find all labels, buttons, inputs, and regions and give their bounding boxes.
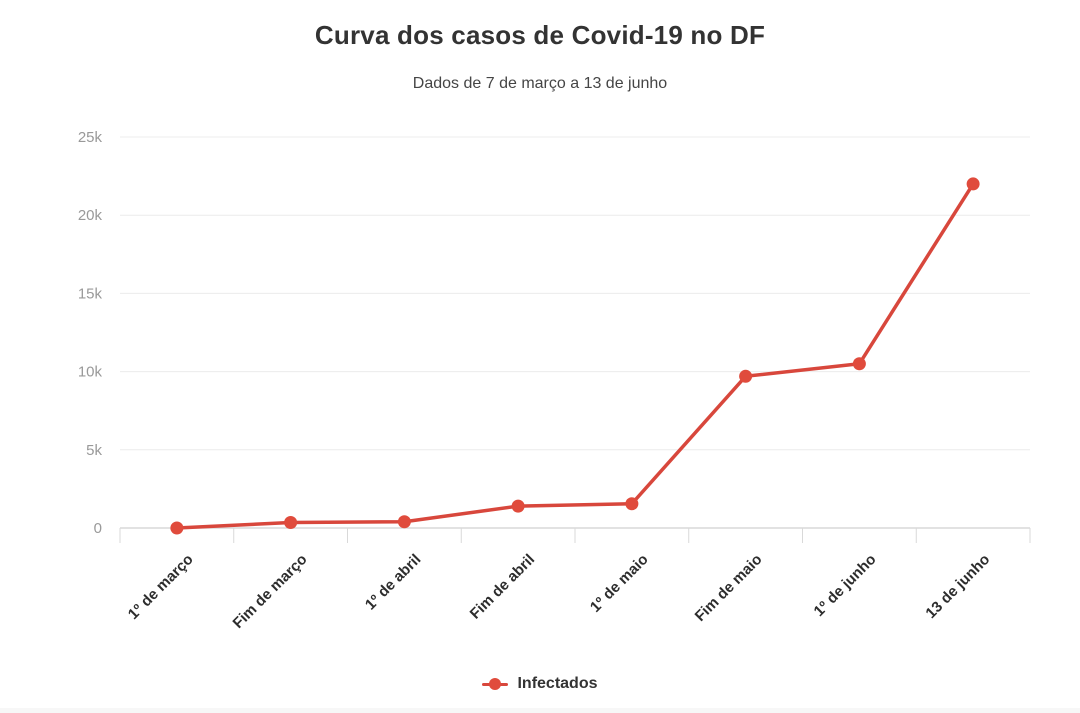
data-point[interactable] [852, 357, 866, 371]
y-tick-label: 20k [78, 207, 103, 224]
legend: Infectados [0, 675, 1080, 693]
data-point[interactable] [170, 521, 184, 535]
data-point[interactable] [284, 516, 298, 530]
y-tick-label: 0 [94, 520, 102, 537]
y-tick-label: 5k [86, 442, 102, 459]
legend-line-marker-icon [482, 677, 509, 691]
data-point[interactable] [511, 499, 525, 513]
data-point[interactable] [966, 177, 980, 191]
y-tick-label: 10k [78, 364, 103, 381]
y-tick-label: 15k [78, 285, 103, 302]
data-point[interactable] [397, 515, 411, 529]
legend-label: Infectados [517, 675, 598, 692]
chart-subtitle: Dados de 7 de março a 13 de junho [412, 75, 668, 92]
data-point[interactable] [625, 497, 639, 511]
legend-item-infectados[interactable]: Infectados [482, 675, 598, 693]
data-point[interactable] [739, 369, 753, 383]
y-tick-label: 25k [78, 129, 103, 146]
series-line-infectados [175, 182, 975, 530]
plot-area: 0 5k 10k 15k 20k 25k [78, 129, 1031, 543]
chart-title: Curva dos casos de Covid-19 no DF [314, 20, 766, 50]
bottom-edge-strip [0, 708, 1080, 713]
